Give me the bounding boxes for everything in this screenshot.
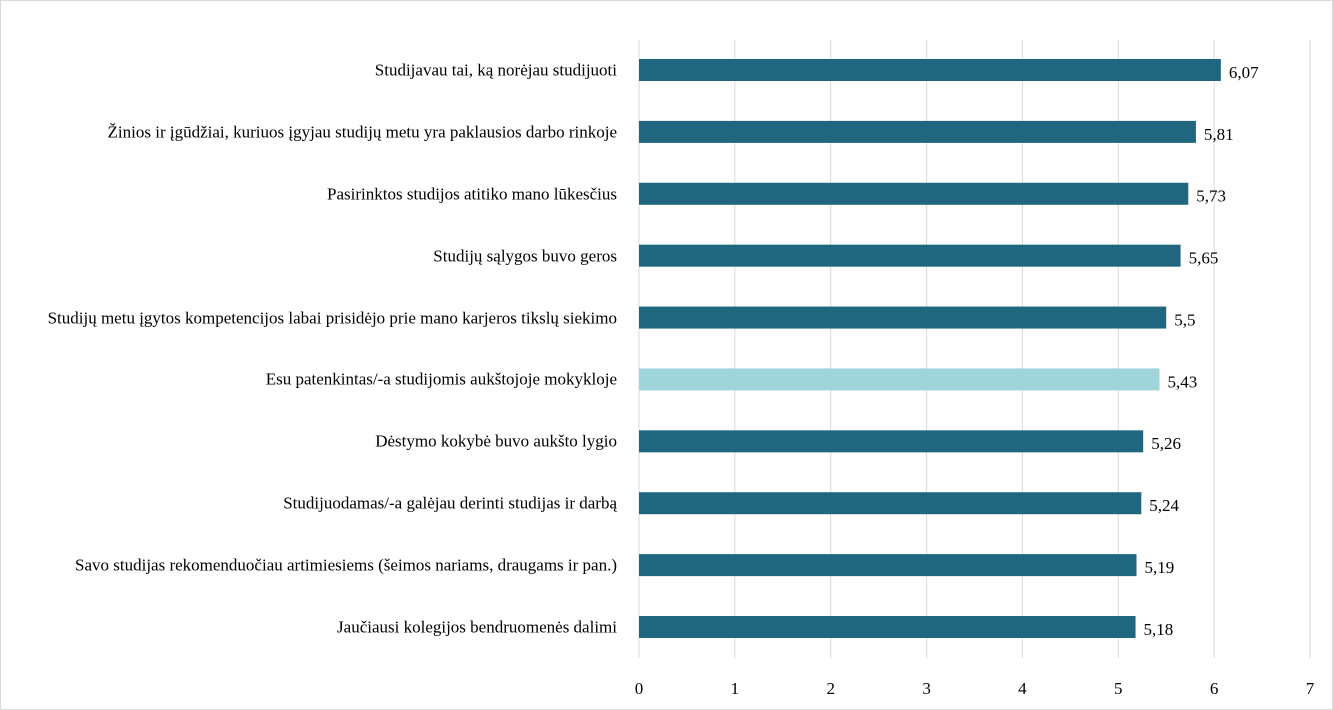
category-label: Studijuodamas/-a galėjau derinti studija… bbox=[15, 493, 617, 514]
x-tick-label: 1 bbox=[731, 679, 740, 698]
bar bbox=[639, 430, 1144, 453]
category-text: Dėstymo kokybė buvo aukšto lygio bbox=[375, 431, 617, 451]
bar bbox=[639, 554, 1137, 577]
category-label: Savo studijas rekomenduočiau artimiesiem… bbox=[15, 555, 617, 576]
bar bbox=[639, 182, 1189, 205]
bar bbox=[639, 120, 1196, 143]
category-text: Savo studijas rekomenduočiau artimiesiem… bbox=[75, 555, 617, 575]
value-label: 5,81 bbox=[1204, 125, 1234, 144]
x-tick-label: 7 bbox=[1306, 679, 1315, 698]
category-text: Esu patenkintas/-a studijomis aukštojoje… bbox=[265, 369, 617, 389]
category-label: Pasirinktos studijos atitiko mano lūkesč… bbox=[15, 183, 617, 204]
category-label: Esu patenkintas/-a studijomis aukštojoje… bbox=[15, 369, 617, 390]
category-text: Studijų metu įgytos kompetencijos labai … bbox=[47, 308, 617, 328]
value-label: 5,65 bbox=[1189, 249, 1219, 268]
bar bbox=[639, 59, 1221, 81]
value-label: 5,73 bbox=[1196, 187, 1226, 206]
category-text: Studijų sąlygos buvo geros bbox=[433, 246, 617, 266]
category-text: Pasirinktos studijos atitiko mano lūkesč… bbox=[327, 184, 617, 204]
value-label: 5,24 bbox=[1149, 496, 1179, 515]
value-label: 5,43 bbox=[1168, 372, 1198, 391]
category-label: Dėstymo kokybė buvo aukšto lygio bbox=[15, 431, 617, 452]
category-text: Studijuodamas/-a galėjau derinti studija… bbox=[283, 493, 617, 513]
value-label: 6,07 bbox=[1229, 63, 1259, 82]
value-label: 5,26 bbox=[1151, 434, 1181, 453]
category-label: Studijavau tai, ką norėjau studijuoti bbox=[15, 60, 617, 81]
x-tick-label: 5 bbox=[1114, 679, 1123, 698]
value-label: 5,19 bbox=[1144, 558, 1174, 577]
category-text: Jaučiausi kolegijos bendruomenės dalimi bbox=[337, 617, 617, 637]
x-tick-label: 3 bbox=[922, 679, 931, 698]
category-label: Studijų sąlygos buvo geros bbox=[15, 245, 617, 266]
bar bbox=[639, 244, 1181, 267]
bar bbox=[639, 368, 1160, 391]
x-tick-label: 4 bbox=[1018, 679, 1027, 698]
x-tick-label: 6 bbox=[1210, 679, 1219, 698]
category-text: Studijavau tai, ką norėjau studijuoti bbox=[374, 60, 617, 80]
bar bbox=[639, 306, 1167, 329]
x-tick-label: 2 bbox=[826, 679, 835, 698]
value-label: 5,18 bbox=[1144, 620, 1174, 639]
x-tick-label: 0 bbox=[635, 679, 644, 698]
category-label: Jaučiausi kolegijos bendruomenės dalimi bbox=[15, 617, 617, 638]
category-label: Žinios ir įgūdžiai, kuriuos įgyjau studi… bbox=[15, 121, 617, 142]
bar bbox=[639, 492, 1142, 515]
bar bbox=[639, 616, 1136, 638]
category-label: Studijų metu įgytos kompetencijos labai … bbox=[15, 307, 617, 328]
value-label: 5,5 bbox=[1174, 310, 1195, 329]
category-text: Žinios ir įgūdžiai, kuriuos įgyjau studi… bbox=[107, 122, 617, 142]
